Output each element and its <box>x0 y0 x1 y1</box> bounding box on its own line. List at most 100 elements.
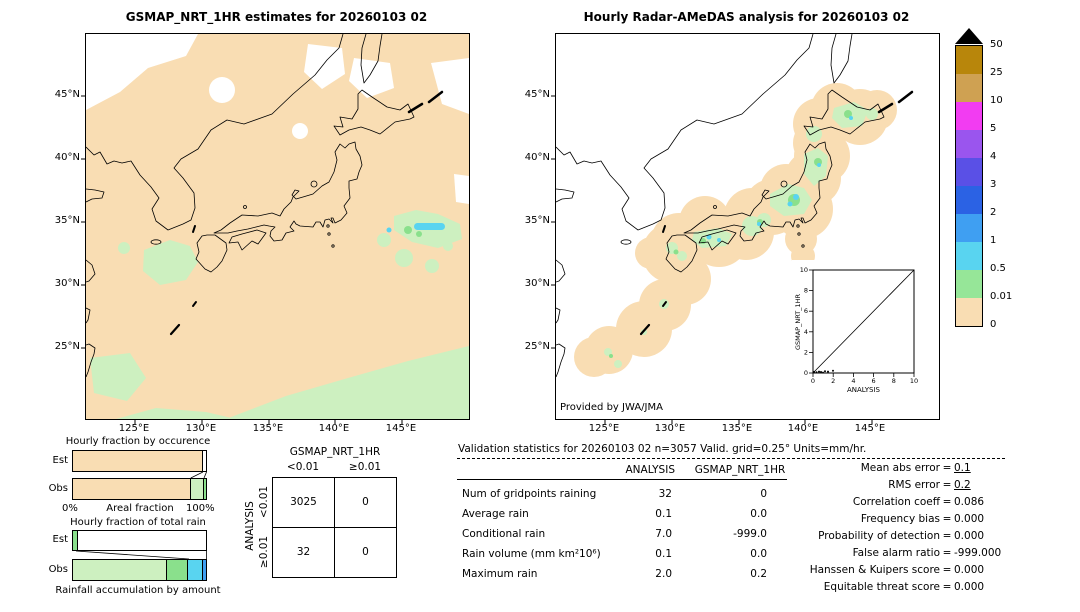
score-value: 0.000 <box>954 564 985 576</box>
inset-ytick-6: 6 <box>804 307 808 315</box>
contingency-col-group: GSMAP_NRT_1HR <box>289 446 381 458</box>
colorbar-tick-4: 4 <box>990 151 997 162</box>
score-value: 0.000 <box>954 530 985 542</box>
stats-gsmap-value: 0.0 <box>750 548 767 560</box>
score-correlation: Correlation coeff = 0.086 <box>790 496 1001 513</box>
score-far: False alarm ratio = -999.000 <box>790 547 1002 564</box>
bar-segment <box>166 560 188 580</box>
stats-row-maximum: Maximum rain 2.0 0.2 <box>462 568 767 588</box>
score-value: -999.000 <box>954 547 1002 559</box>
left-lat-45: 45°N <box>54 89 80 100</box>
coastline-izu-3 <box>331 244 335 248</box>
coastline-sado <box>310 180 318 188</box>
inset-xtick-6: 6 <box>872 377 876 385</box>
stats-analysis-value: 0.1 <box>655 548 672 560</box>
colorbar-over-arrow <box>955 28 983 44</box>
score-value: 0.000 <box>954 581 985 593</box>
colorbar-seg-5-10 <box>956 102 982 130</box>
right-lon-135: 135°E <box>721 423 753 434</box>
stats-col-analysis: ANALYSIS <box>625 464 675 476</box>
colorbar-seg-05-1 <box>956 242 982 270</box>
analysis-light-rain <box>604 102 878 368</box>
coastline-continent <box>86 34 344 231</box>
stats-gsmap-value: 0.0 <box>750 508 767 520</box>
colorbar-seg-1-2 <box>956 214 982 242</box>
stats-row-label: Num of gridpoints raining <box>462 488 597 500</box>
stats-row-label: Rain volume (mm km²10⁶) <box>462 548 601 560</box>
score-value: 0.2 <box>954 479 971 491</box>
bar-segment <box>73 531 77 550</box>
stats-row-gridpoints: Num of gridpoints raining 32 0 <box>462 488 767 508</box>
totalrain-obs-bar <box>72 559 207 581</box>
bar-segment <box>73 560 167 580</box>
score-hanssen-kuipers: Hanssen & Kuipers score = 0.000 <box>790 564 1001 581</box>
occurrence-obs-label: Obs <box>48 483 68 494</box>
right-map-title: Hourly Radar-AMeDAS analysis for 2026010… <box>583 10 910 24</box>
contingency-col-lt: <0.01 <box>286 461 320 473</box>
contingency-cell-hit-none: 3025 <box>290 496 317 508</box>
contingency-grid: 3025 0 32 0 <box>272 477 397 578</box>
score-rms-error: RMS error = 0.2 <box>790 479 1001 496</box>
score-equitable-threat: Equitable threat score = 0.000 <box>790 581 1001 598</box>
bar-segment <box>73 451 202 471</box>
totalrain-chart-title: Hourly fraction of total rain <box>70 517 206 528</box>
left-map-panel <box>81 33 470 424</box>
score-label: Probability of detection <box>818 530 940 542</box>
heavy-rain-streak <box>386 223 445 233</box>
stats-row-label: Conditional rain <box>462 528 546 540</box>
right-lon-130: 130°E <box>654 423 686 434</box>
right-lon-140: 140°E <box>787 423 819 434</box>
left-map-content <box>86 34 469 419</box>
left-lon-130: 130°E <box>185 423 217 434</box>
right-map-content: 0 2 4 6 8 10 0 2 4 6 8 10 ANALYSIS GSMAP… <box>556 34 939 419</box>
coastline-shikoku <box>228 229 267 251</box>
inset-ytick-4: 4 <box>804 328 808 336</box>
score-label: Mean abs error <box>860 462 940 474</box>
occurrence-est-label: Est <box>52 455 68 466</box>
totalrain-est-label: Est <box>52 534 68 545</box>
totalrain-xlabel: Rainfall accumulation by amount <box>55 585 221 596</box>
inset-scatter-points <box>813 369 834 374</box>
colorbar-tick-50: 50 <box>990 39 1003 50</box>
inset-ticks <box>809 269 915 377</box>
colorbar-tick-10: 10 <box>990 95 1003 106</box>
colorbar-seg-2-3 <box>956 186 982 214</box>
bar-segment <box>190 479 203 499</box>
left-lon-140: 140°E <box>318 423 350 434</box>
left-map-title: GSMAP_NRT_1HR estimates for 20260103 02 <box>125 10 428 24</box>
inset-ytick-0: 0 <box>804 369 808 377</box>
right-lon-145: 145°E <box>854 423 886 434</box>
score-label: Hanssen & Kuipers score <box>809 564 940 576</box>
stats-analysis-value: 0.1 <box>655 508 672 520</box>
left-map-ticks <box>81 95 403 424</box>
left-lat-35: 35°N <box>54 215 80 226</box>
right-lon-125: 125°E <box>588 423 620 434</box>
inset-xlabel: ANALYSIS <box>847 386 881 394</box>
contingency-cell-miss: 32 <box>296 546 311 558</box>
inset-ytick-2: 2 <box>804 348 808 356</box>
colorbar-seg-25-50 <box>956 46 982 74</box>
stats-row-label: Average rain <box>462 508 529 520</box>
score-label: Equitable threat score <box>823 581 940 593</box>
bar-segment <box>73 479 191 499</box>
stats-scores: Mean abs error = 0.1 RMS error = 0.2 Correla… <box>790 462 1002 598</box>
left-lat-30: 30°N <box>54 278 80 289</box>
coastlines <box>86 34 444 378</box>
colorbar-tick-001: 0.01 <box>990 291 1013 302</box>
stats-analysis-value: 32 <box>658 488 672 500</box>
bar-segment <box>187 560 202 580</box>
right-map-panel: 0 2 4 6 8 10 0 2 4 6 8 10 ANALYSIS GSMAP… <box>551 33 940 424</box>
score-pod: Probability of detection = 0.000 <box>790 530 1001 547</box>
colorbar-seg-0-001 <box>956 298 982 326</box>
stats-table: Num of gridpoints raining 32 0 Average r… <box>462 488 767 588</box>
left-lat-25: 25°N <box>54 341 80 352</box>
right-lat-25: 25°N <box>524 341 550 352</box>
contingency-row-ge: ≥0.01 <box>258 535 270 569</box>
stats-col-gsmap: GSMAP_NRT_1HR <box>694 464 786 476</box>
totalrain-obs-label: Obs <box>48 564 68 575</box>
contingency-cell-hit: 0 <box>362 546 369 558</box>
scatter-inset: 0 2 4 6 8 10 0 2 4 6 8 10 ANALYSIS GSMAP… <box>792 260 919 396</box>
contingency-vline <box>334 478 335 578</box>
colorbar-tick-05: 0.5 <box>990 263 1006 274</box>
